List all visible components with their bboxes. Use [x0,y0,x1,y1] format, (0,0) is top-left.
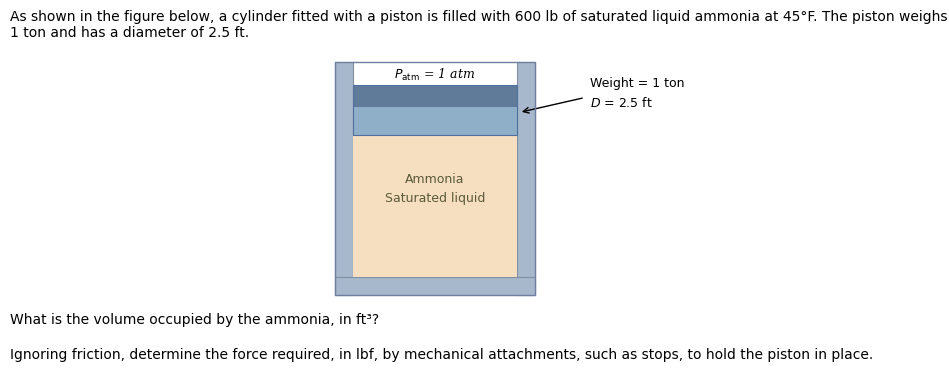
Bar [517,62,535,295]
Text: $P_\mathrm{atm}$ = 1 atm: $P_\mathrm{atm}$ = 1 atm [395,67,475,83]
Text: Ammonia
Saturated liquid: Ammonia Saturated liquid [384,173,485,205]
Text: As shown in the figure below, a cylinder fitted with a piston is filled with 600: As shown in the figure below, a cylinder… [10,10,947,40]
Bar [353,85,517,135]
Bar [353,107,517,135]
Text: What is the volume occupied by the ammonia, in ft³?: What is the volume occupied by the ammon… [10,313,379,327]
Bar [335,62,353,295]
Bar [335,277,535,295]
Text: Ignoring friction, determine the force required, in lbf, by mechanical attachmen: Ignoring friction, determine the force r… [10,348,873,362]
Text: Piston: Piston [413,103,456,116]
Text: Weight = 1 ton
$D$ = 2.5 ft: Weight = 1 ton $D$ = 2.5 ft [590,77,684,110]
Bar [335,62,535,295]
Bar [353,85,517,107]
Bar [353,135,517,277]
